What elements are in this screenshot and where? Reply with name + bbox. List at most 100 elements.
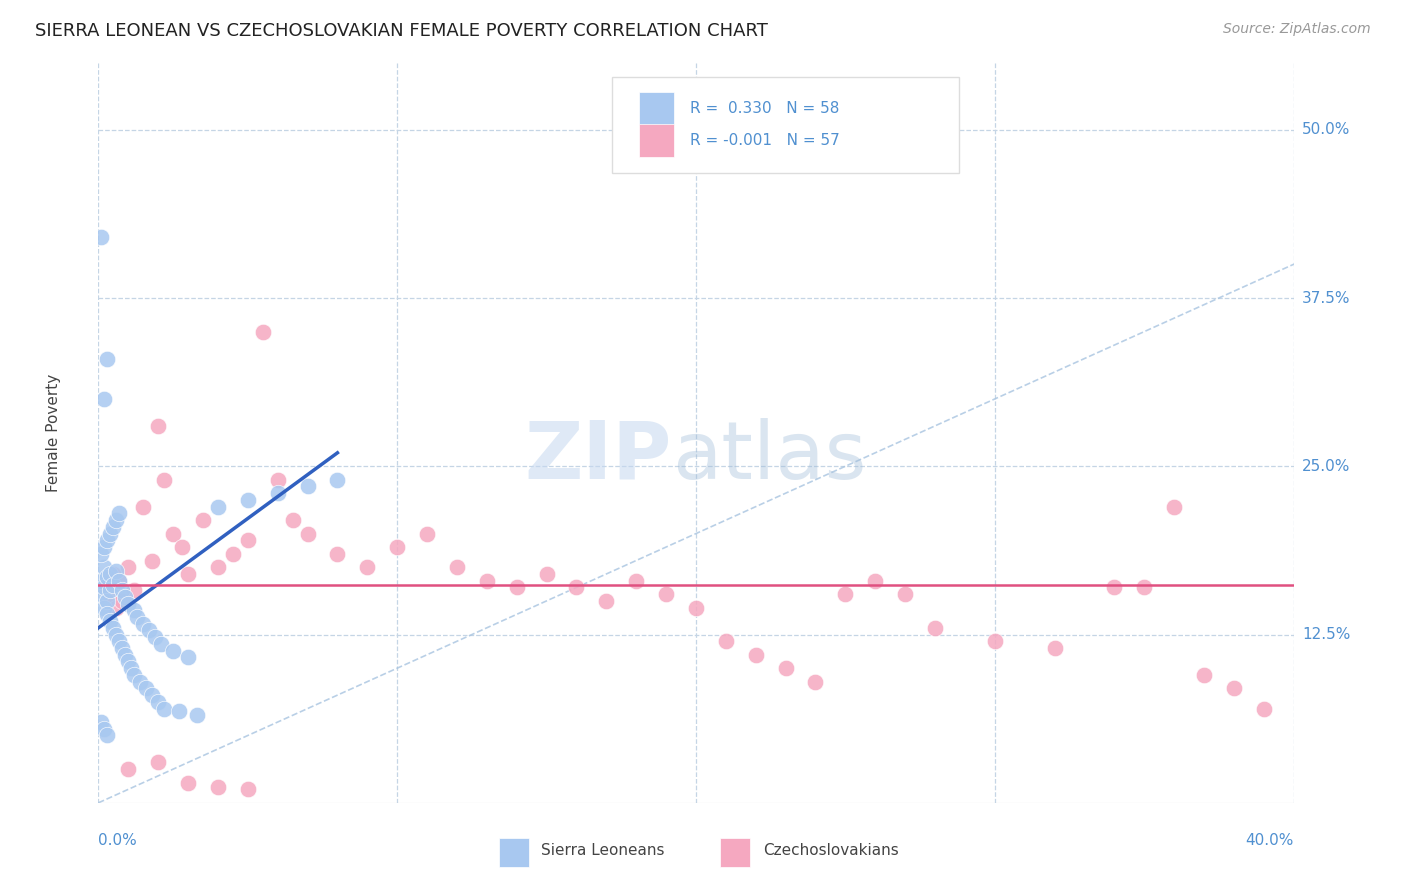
Point	[141, 553, 163, 567]
Text: atlas: atlas	[672, 417, 866, 496]
Point	[124, 603, 146, 617]
Point	[804, 674, 827, 689]
Point	[655, 587, 678, 601]
Point	[96, 569, 118, 583]
Point	[90, 714, 112, 729]
Point	[93, 722, 115, 736]
Point	[1163, 500, 1185, 514]
Point	[135, 681, 157, 696]
Point	[96, 581, 118, 595]
Point	[252, 325, 274, 339]
Point	[446, 560, 468, 574]
Point	[98, 587, 122, 601]
Point	[120, 661, 142, 675]
Text: 12.5%: 12.5%	[1302, 627, 1350, 642]
Point	[267, 473, 290, 487]
Point	[93, 600, 115, 615]
Point	[685, 600, 707, 615]
Point	[93, 540, 115, 554]
Text: Sierra Leoneans: Sierra Leoneans	[541, 844, 664, 858]
Point	[626, 574, 648, 588]
Point	[105, 627, 128, 641]
Point	[281, 513, 304, 527]
Point	[105, 513, 128, 527]
Point	[108, 634, 131, 648]
Point	[162, 526, 184, 541]
Point	[117, 597, 139, 611]
Point	[1223, 681, 1246, 696]
Point	[177, 775, 200, 789]
Point	[108, 507, 131, 521]
Text: 40.0%: 40.0%	[1246, 833, 1294, 848]
Point	[1043, 640, 1066, 655]
Point	[105, 600, 128, 615]
Point	[236, 782, 259, 797]
Point	[186, 708, 208, 723]
Point	[536, 566, 558, 581]
Text: 0.0%: 0.0%	[98, 833, 138, 848]
Text: Source: ZipAtlas.com: Source: ZipAtlas.com	[1223, 22, 1371, 37]
Point	[267, 486, 290, 500]
Point	[865, 574, 887, 588]
Point	[124, 583, 146, 598]
Point	[894, 587, 917, 601]
Point	[127, 610, 149, 624]
Point	[98, 614, 122, 628]
Bar	[638, 123, 675, 157]
Point	[191, 513, 214, 527]
Point	[148, 695, 170, 709]
Point	[96, 351, 118, 366]
Point	[153, 701, 176, 715]
Point	[124, 668, 146, 682]
Point	[148, 756, 170, 770]
Point	[207, 780, 229, 794]
Point	[326, 547, 349, 561]
Text: Czechoslovakians: Czechoslovakians	[763, 844, 898, 858]
Point	[177, 650, 200, 665]
Point	[141, 688, 163, 702]
Point	[297, 526, 319, 541]
Point	[222, 547, 245, 561]
Point	[117, 655, 139, 669]
Point	[103, 621, 125, 635]
Point	[93, 581, 115, 595]
Point	[117, 762, 139, 776]
Point	[172, 540, 194, 554]
Point	[148, 418, 170, 433]
Point	[108, 574, 131, 588]
Point	[114, 590, 136, 604]
Bar	[638, 92, 675, 125]
Point	[93, 392, 115, 406]
Point	[103, 566, 125, 581]
Point	[385, 540, 409, 554]
Point	[162, 643, 184, 657]
Point	[1253, 701, 1275, 715]
Point	[103, 520, 125, 534]
Point	[297, 479, 319, 493]
Text: 37.5%: 37.5%	[1302, 291, 1350, 305]
Point	[834, 587, 856, 601]
Text: SIERRA LEONEAN VS CZECHOSLOVAKIAN FEMALE POVERTY CORRELATION CHART: SIERRA LEONEAN VS CZECHOSLOVAKIAN FEMALE…	[35, 22, 768, 40]
Point	[984, 634, 1007, 648]
Text: R = -0.001   N = 57: R = -0.001 N = 57	[690, 133, 839, 148]
Point	[90, 587, 112, 601]
Point	[1192, 668, 1215, 682]
Point	[114, 648, 136, 662]
Point	[150, 637, 173, 651]
Point	[98, 583, 122, 598]
Point	[1133, 581, 1156, 595]
Text: Female Poverty: Female Poverty	[45, 374, 60, 491]
Point	[111, 640, 134, 655]
Point	[775, 661, 797, 675]
Point	[90, 230, 112, 244]
Point	[96, 729, 118, 743]
Point	[90, 574, 112, 588]
Point	[108, 574, 131, 588]
Point	[111, 594, 134, 608]
Point	[138, 624, 160, 638]
Point	[177, 566, 200, 581]
Point	[924, 621, 946, 635]
Point	[132, 616, 155, 631]
Point	[96, 594, 118, 608]
Point	[1104, 581, 1126, 595]
